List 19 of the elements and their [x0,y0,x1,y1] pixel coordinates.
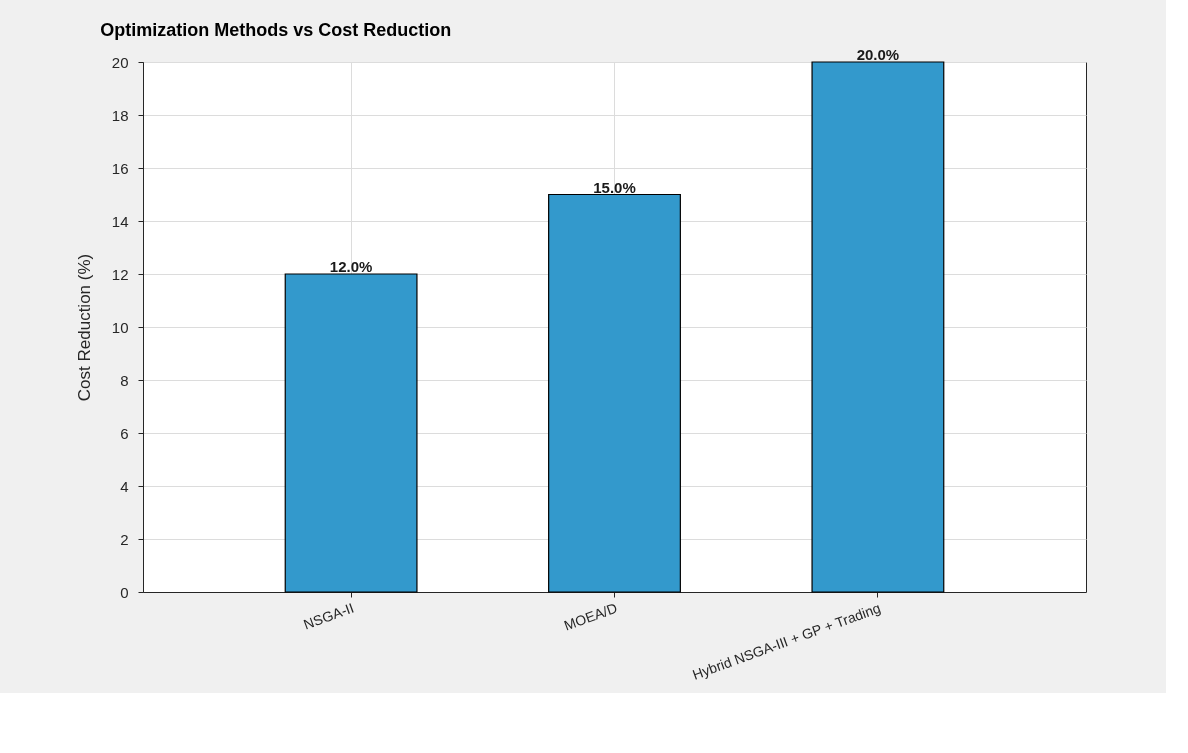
data-label: 15.0% [593,178,636,196]
y-tick-label: 20 [111,53,129,71]
bar [811,61,945,593]
data-label: 12.0% [329,258,373,275]
y-tick-label: 4 [120,477,129,495]
y-tick-label: 14 [111,212,129,230]
data-label: 20.0% [856,46,900,63]
y-tick-label: 2 [120,530,129,548]
y-axis-title: Cost Reduction (%) [74,253,94,402]
y-tick-label: 6 [120,424,129,442]
y-tick-label: 8 [120,371,129,389]
y-tick-label: 18 [111,106,129,124]
y-tick-label: 10 [111,318,129,336]
y-tick-label: 12 [111,265,129,283]
chart-title: Optimization Methods vs Cost Reduction [100,20,452,40]
y-tick-label: 0 [120,583,129,601]
bar [284,273,418,593]
y-tick-label: 16 [111,159,129,177]
bar [548,193,681,593]
